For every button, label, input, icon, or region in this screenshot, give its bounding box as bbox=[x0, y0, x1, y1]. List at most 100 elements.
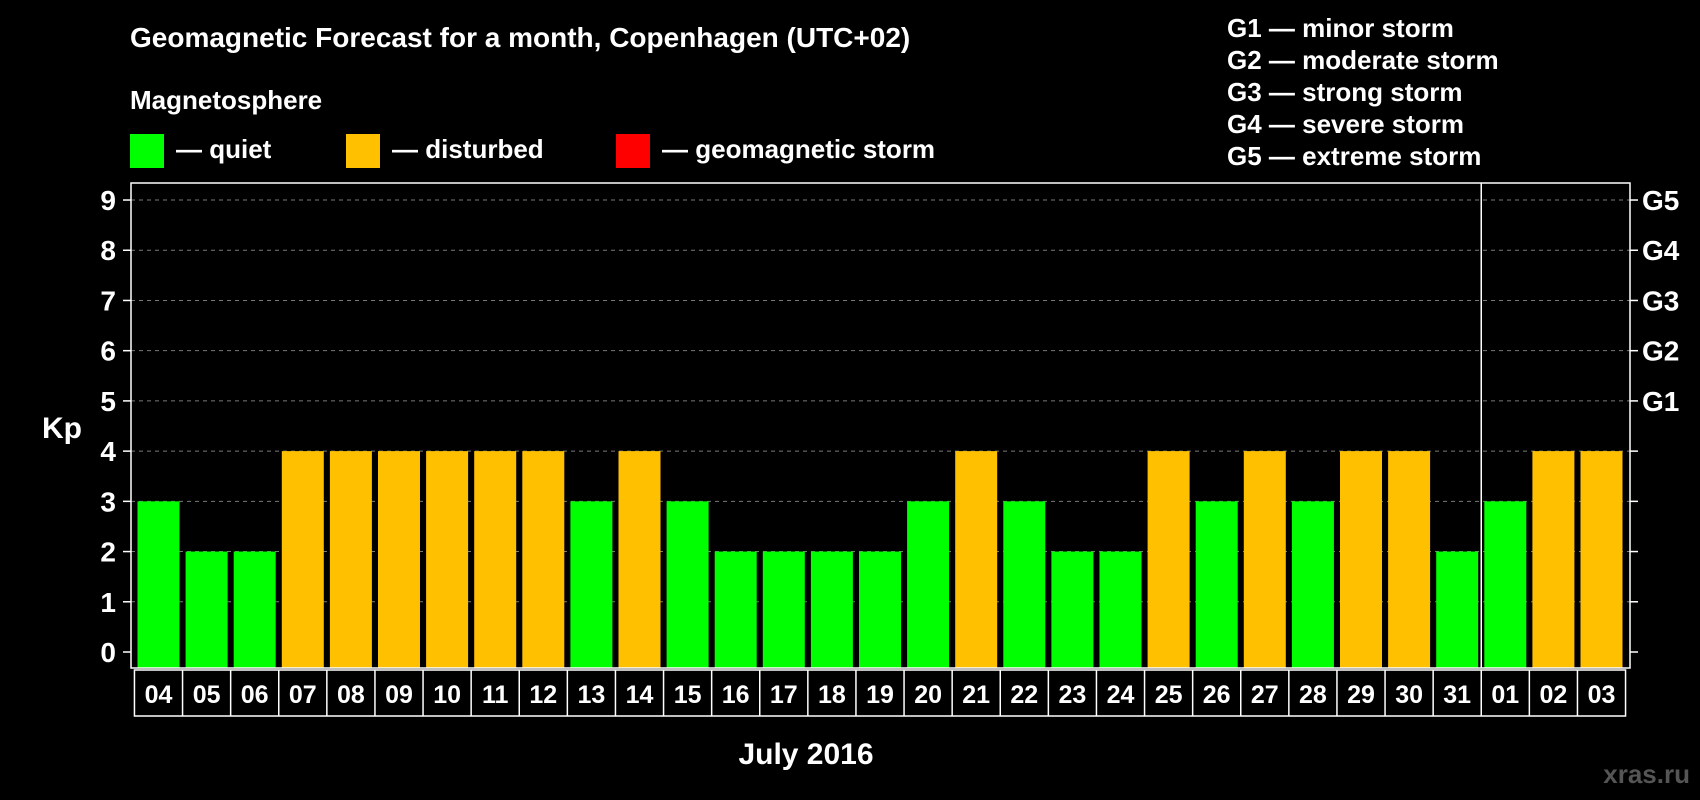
right-axis-label-G1: G1 bbox=[1642, 386, 1679, 417]
y-tick-label: 7 bbox=[100, 285, 116, 316]
y-tick-label: 5 bbox=[100, 386, 116, 417]
storm-scale-item: G1 — minor storm bbox=[1227, 13, 1454, 43]
bar-01 bbox=[1484, 501, 1527, 668]
bar-15 bbox=[666, 501, 709, 668]
watermark: xras.ru bbox=[1603, 759, 1690, 789]
x-tick-label: 27 bbox=[1251, 681, 1279, 709]
bar-14 bbox=[618, 451, 661, 668]
bar-11 bbox=[474, 451, 517, 668]
bar-23 bbox=[1051, 551, 1094, 668]
chart-title: Geomagnetic Forecast for a month, Copenh… bbox=[130, 22, 910, 53]
right-axis-label-G4: G4 bbox=[1642, 235, 1680, 266]
legend-label-storm: — geomagnetic storm bbox=[662, 134, 935, 164]
legend-label-disturbed: — disturbed bbox=[392, 134, 544, 164]
x-tick-label: 26 bbox=[1203, 681, 1231, 709]
bar-31 bbox=[1436, 551, 1479, 668]
x-tick-label: 05 bbox=[193, 681, 221, 709]
bar-03 bbox=[1580, 451, 1623, 668]
bar-07 bbox=[281, 451, 324, 668]
y-tick-label: 4 bbox=[100, 436, 116, 467]
x-tick-label: 23 bbox=[1058, 681, 1086, 709]
bar-27 bbox=[1243, 451, 1286, 668]
legend-label-quiet: — quiet bbox=[176, 134, 272, 164]
legend-swatch-quiet bbox=[130, 134, 164, 168]
x-tick-label: 01 bbox=[1491, 681, 1519, 709]
y-tick-label: 8 bbox=[100, 235, 116, 266]
y-tick-label: 6 bbox=[100, 336, 116, 367]
x-tick-label: 06 bbox=[241, 681, 269, 709]
x-tick-label: 03 bbox=[1588, 681, 1616, 709]
x-tick-label: 04 bbox=[145, 681, 173, 709]
storm-scale-item: G5 — extreme storm bbox=[1227, 141, 1481, 171]
x-tick-label: 28 bbox=[1299, 681, 1327, 709]
bar-12 bbox=[522, 451, 565, 668]
x-tick-label: 02 bbox=[1539, 681, 1567, 709]
x-tick-label: 31 bbox=[1443, 681, 1471, 709]
x-tick-label: 18 bbox=[818, 681, 846, 709]
x-tick-label: 14 bbox=[626, 681, 654, 709]
plot-frame bbox=[130, 182, 1631, 669]
y-tick-label: 0 bbox=[100, 637, 116, 668]
y-tick-label: 3 bbox=[100, 486, 116, 517]
x-tick-labels: 04 05 06 07 08 09 10 11 12 13 14 15 16 17 18 19 20 21 22 23… bbox=[133, 669, 1627, 717]
bar-30 bbox=[1388, 451, 1431, 668]
x-tick-label: 22 bbox=[1010, 681, 1038, 709]
bar-16 bbox=[714, 551, 757, 668]
bar-24 bbox=[1099, 551, 1142, 668]
bar-21 bbox=[955, 451, 998, 668]
bars bbox=[137, 451, 1623, 668]
x-tick-label: 13 bbox=[577, 681, 605, 709]
bar-28 bbox=[1291, 501, 1334, 668]
x-tick-label: 11 bbox=[482, 681, 509, 709]
y-tick-label: 9 bbox=[100, 185, 116, 216]
bar-20 bbox=[907, 501, 950, 668]
bar-17 bbox=[762, 551, 805, 668]
x-label-box bbox=[133, 669, 1627, 717]
bar-13 bbox=[570, 501, 613, 668]
storm-scale-item: G2 — moderate storm bbox=[1227, 45, 1499, 75]
legend-title: Magnetosphere bbox=[130, 85, 322, 115]
bar-05 bbox=[185, 551, 228, 668]
bar-04 bbox=[137, 501, 180, 668]
x-tick-label: 16 bbox=[722, 681, 750, 709]
x-tick-label: 07 bbox=[289, 681, 317, 709]
legend: — quiet — disturbed — geomagnetic storm bbox=[130, 134, 935, 168]
y-tick-label: 1 bbox=[100, 587, 116, 618]
right-axis-label-G2: G2 bbox=[1642, 336, 1679, 367]
y-tick-label: 2 bbox=[100, 537, 116, 568]
bar-08 bbox=[329, 451, 372, 668]
bar-19 bbox=[859, 551, 901, 668]
x-tick-label: 09 bbox=[385, 681, 413, 709]
bar-25 bbox=[1147, 451, 1190, 668]
x-axis-label: July 2016 bbox=[738, 738, 873, 771]
x-tick-label: 24 bbox=[1107, 681, 1135, 709]
bar-26 bbox=[1195, 501, 1238, 668]
right-axis-label-G3: G3 bbox=[1642, 285, 1679, 316]
x-tick-label: 25 bbox=[1155, 681, 1183, 709]
x-tick-label: 19 bbox=[866, 681, 894, 709]
x-tick-label: 08 bbox=[337, 681, 365, 709]
bar-10 bbox=[426, 451, 469, 668]
bar-18 bbox=[810, 551, 853, 668]
x-tick-label: 12 bbox=[529, 681, 557, 709]
x-tick-label: 10 bbox=[433, 681, 461, 709]
bar-02 bbox=[1532, 451, 1575, 668]
x-tick-label: 20 bbox=[914, 681, 942, 709]
x-tick-label: 15 bbox=[674, 681, 702, 709]
y-axis-label: Kp bbox=[42, 412, 82, 445]
right-axis-label-G5: G5 bbox=[1642, 185, 1679, 216]
storm-scale-item: G3 — strong storm bbox=[1227, 77, 1462, 107]
x-tick-label: 30 bbox=[1395, 681, 1423, 709]
bar-06 bbox=[233, 551, 276, 668]
bar-22 bbox=[1003, 501, 1046, 668]
x-tick-label: 29 bbox=[1347, 681, 1375, 709]
storm-scale-item: G4 — severe storm bbox=[1227, 109, 1464, 139]
legend-swatch-storm bbox=[616, 134, 650, 168]
bar-09 bbox=[378, 451, 420, 668]
x-tick-label: 21 bbox=[962, 681, 990, 709]
legend-swatch-disturbed bbox=[346, 134, 380, 168]
x-tick-label: 17 bbox=[770, 681, 798, 709]
bar-29 bbox=[1340, 451, 1382, 668]
